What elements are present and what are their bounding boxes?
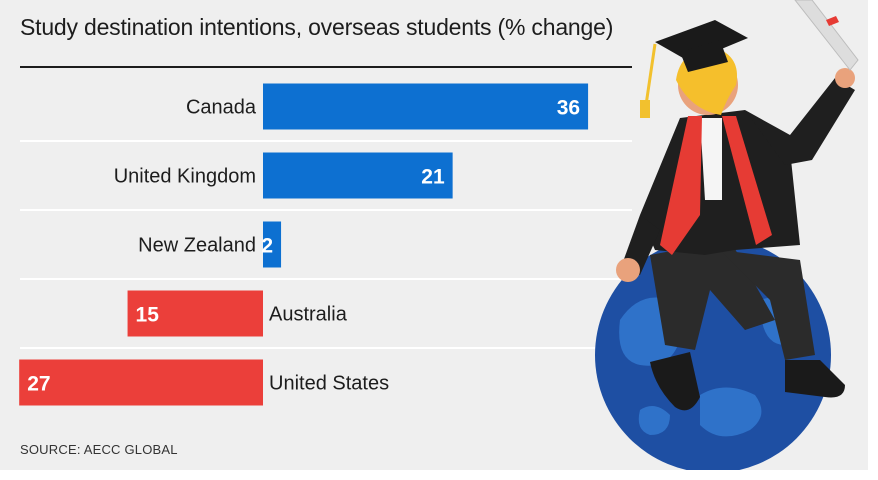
graduate-on-globe-illustration <box>595 0 859 470</box>
chart-card: Study destination intentions, overseas s… <box>0 0 868 470</box>
graduate-icon <box>616 0 859 411</box>
bar-value-label: 36 <box>557 97 580 120</box>
bar <box>263 152 453 199</box>
chart-title: Study destination intentions, overseas s… <box>20 14 614 40</box>
bar <box>263 83 589 130</box>
bar-value-label: 27 <box>27 373 50 396</box>
bar <box>127 290 263 337</box>
category-label: New Zealand <box>138 235 256 257</box>
bar-value-label: 21 <box>421 166 445 189</box>
category-label: United States <box>269 373 389 395</box>
bar <box>19 359 263 406</box>
bar-value-label: 15 <box>136 304 160 327</box>
category-label: Canada <box>186 97 257 119</box>
category-label: United Kingdom <box>114 166 256 188</box>
bar-value-label: 2 <box>261 235 273 258</box>
bar <box>263 221 282 268</box>
title-rule <box>20 66 632 68</box>
source-note: SOURCE: AECC GLOBAL <box>20 442 178 457</box>
category-label: Australia <box>269 304 348 326</box>
